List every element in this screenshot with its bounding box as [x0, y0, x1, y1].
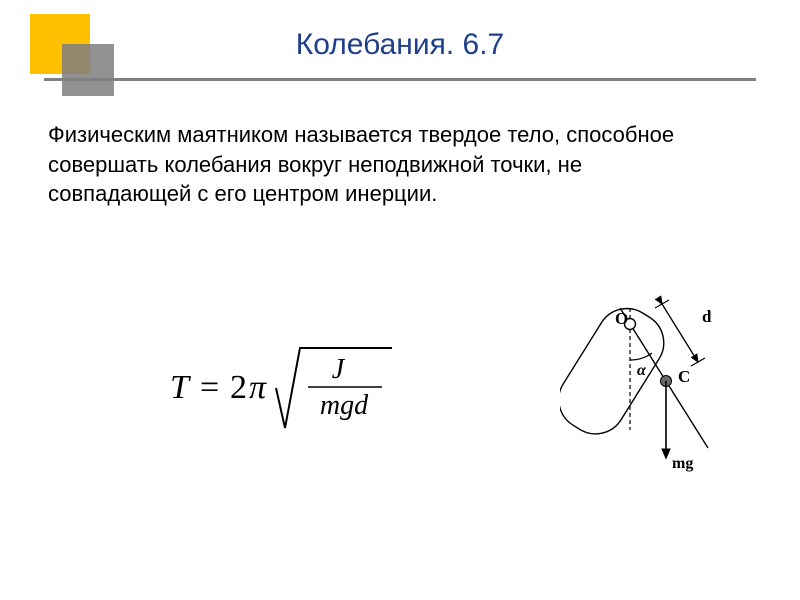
formula-numerator: J: [332, 354, 346, 385]
angle-label: α: [637, 362, 647, 379]
formula-denominator: mgd: [320, 390, 369, 421]
page-title: Колебания. 6.7: [0, 28, 800, 62]
com-label: C: [678, 367, 690, 386]
pivot-label: O: [615, 309, 628, 328]
formula-pi: π: [249, 369, 267, 406]
distance-label: d: [702, 307, 712, 326]
formula-lhs: T: [170, 369, 191, 406]
force-label: mg: [672, 455, 693, 472]
d-tick-top: [655, 300, 669, 308]
distance-d-arrow: [662, 304, 698, 362]
period-formula: T = 2 π J mgd: [160, 330, 440, 440]
formula-coeff: 2: [230, 369, 247, 406]
title-underline: [44, 78, 756, 81]
definition-text: Физическим маятником называется твердое …: [48, 120, 688, 209]
d-tick-bottom: [691, 358, 705, 366]
pendulum-diagram: O C α d mg: [560, 290, 770, 490]
formula-equals: =: [200, 369, 219, 406]
